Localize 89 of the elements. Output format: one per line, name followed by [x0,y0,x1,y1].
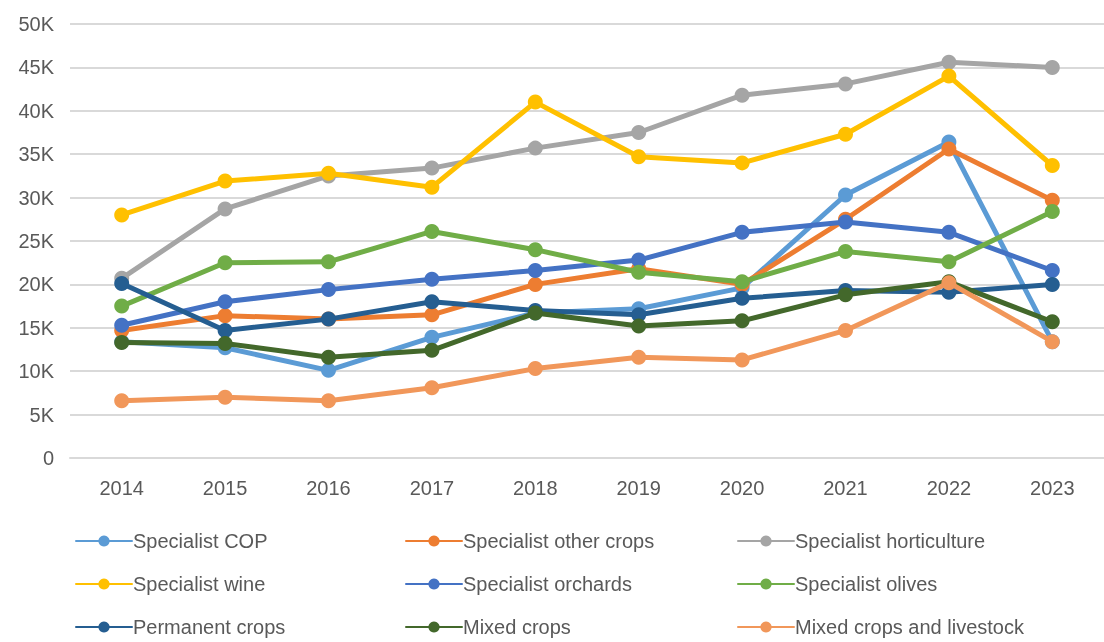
x-tick-label: 2014 [99,477,144,499]
point [321,393,336,409]
point [217,389,233,405]
point [114,207,130,223]
point [734,224,750,240]
x-tick-label: 2016 [306,477,351,499]
legend-label: Specialist COP [133,530,268,552]
y-tick-label: 0 [42,447,54,469]
legend-label: Mixed crops and livestock [795,616,1025,638]
point [1044,203,1060,219]
point [321,254,336,270]
point [321,362,336,378]
point [1044,157,1060,173]
x-tick-label: 2023 [1030,477,1075,499]
point [217,201,233,217]
point [838,76,853,92]
point [114,317,130,333]
legend-label: Specialist wine [133,573,266,595]
point [527,242,543,258]
legend-label: Specialist other crops [463,530,655,552]
point [1044,263,1060,279]
point [217,294,233,310]
point [838,322,853,338]
y-tick-label: 30K [18,186,55,209]
x-tick-label: 2020 [719,477,765,499]
point [217,255,233,271]
point [734,352,750,368]
x-tick-label: 2022 [926,477,972,499]
point [838,287,853,303]
point [114,393,130,409]
point [838,243,853,259]
point [527,361,543,377]
point [424,342,440,358]
point [424,179,440,195]
legend-label: Mixed crops [463,616,571,638]
point [631,125,647,140]
y-tick-label: 40K [18,99,55,122]
point [424,329,440,345]
point [838,187,853,203]
x-tick-label: 2019 [616,477,661,499]
point [527,94,543,110]
point [424,380,440,396]
point [114,276,130,292]
x-tick-label: 2015 [202,477,248,499]
y-tick-label: 25K [18,230,55,252]
point [941,68,957,84]
point [1044,59,1060,75]
point [941,141,957,157]
point [424,307,440,323]
x-tick-label: 2017 [409,477,455,499]
y-tick-label: 45K [18,56,55,79]
point [217,173,233,189]
point [424,160,440,176]
y-tick-label: 50K [18,13,55,35]
point [114,298,130,314]
point [527,263,543,279]
point [631,349,647,365]
y-tick-label: 10K [18,360,55,383]
point [424,271,440,287]
point [941,254,957,270]
point [1044,276,1060,292]
legend-label: Specialist olives [795,573,938,595]
point [424,223,440,239]
x-tick-label: 2018 [513,477,558,499]
x-tick-label: 2021 [823,477,868,499]
point [217,308,233,324]
point [424,294,440,310]
y-tick-label: 15K [18,316,55,339]
legend-label: Permanent crops [133,616,286,638]
point [941,54,957,70]
y-tick-label: 5K [29,403,55,426]
point [527,276,543,292]
point [1044,314,1060,330]
point [734,87,750,103]
point [734,313,750,329]
legend-label: Specialist horticulture [795,530,986,552]
legend-label: Specialist orchards [463,573,632,595]
point [321,282,336,298]
point [838,126,853,142]
point [217,322,233,338]
point [631,149,647,165]
y-tick-label: 20K [18,273,55,296]
y-tick-label: 35K [18,143,55,166]
point [941,224,957,240]
point [527,140,543,156]
point [321,349,336,365]
point [217,335,233,351]
point [734,155,750,171]
point [631,318,647,334]
